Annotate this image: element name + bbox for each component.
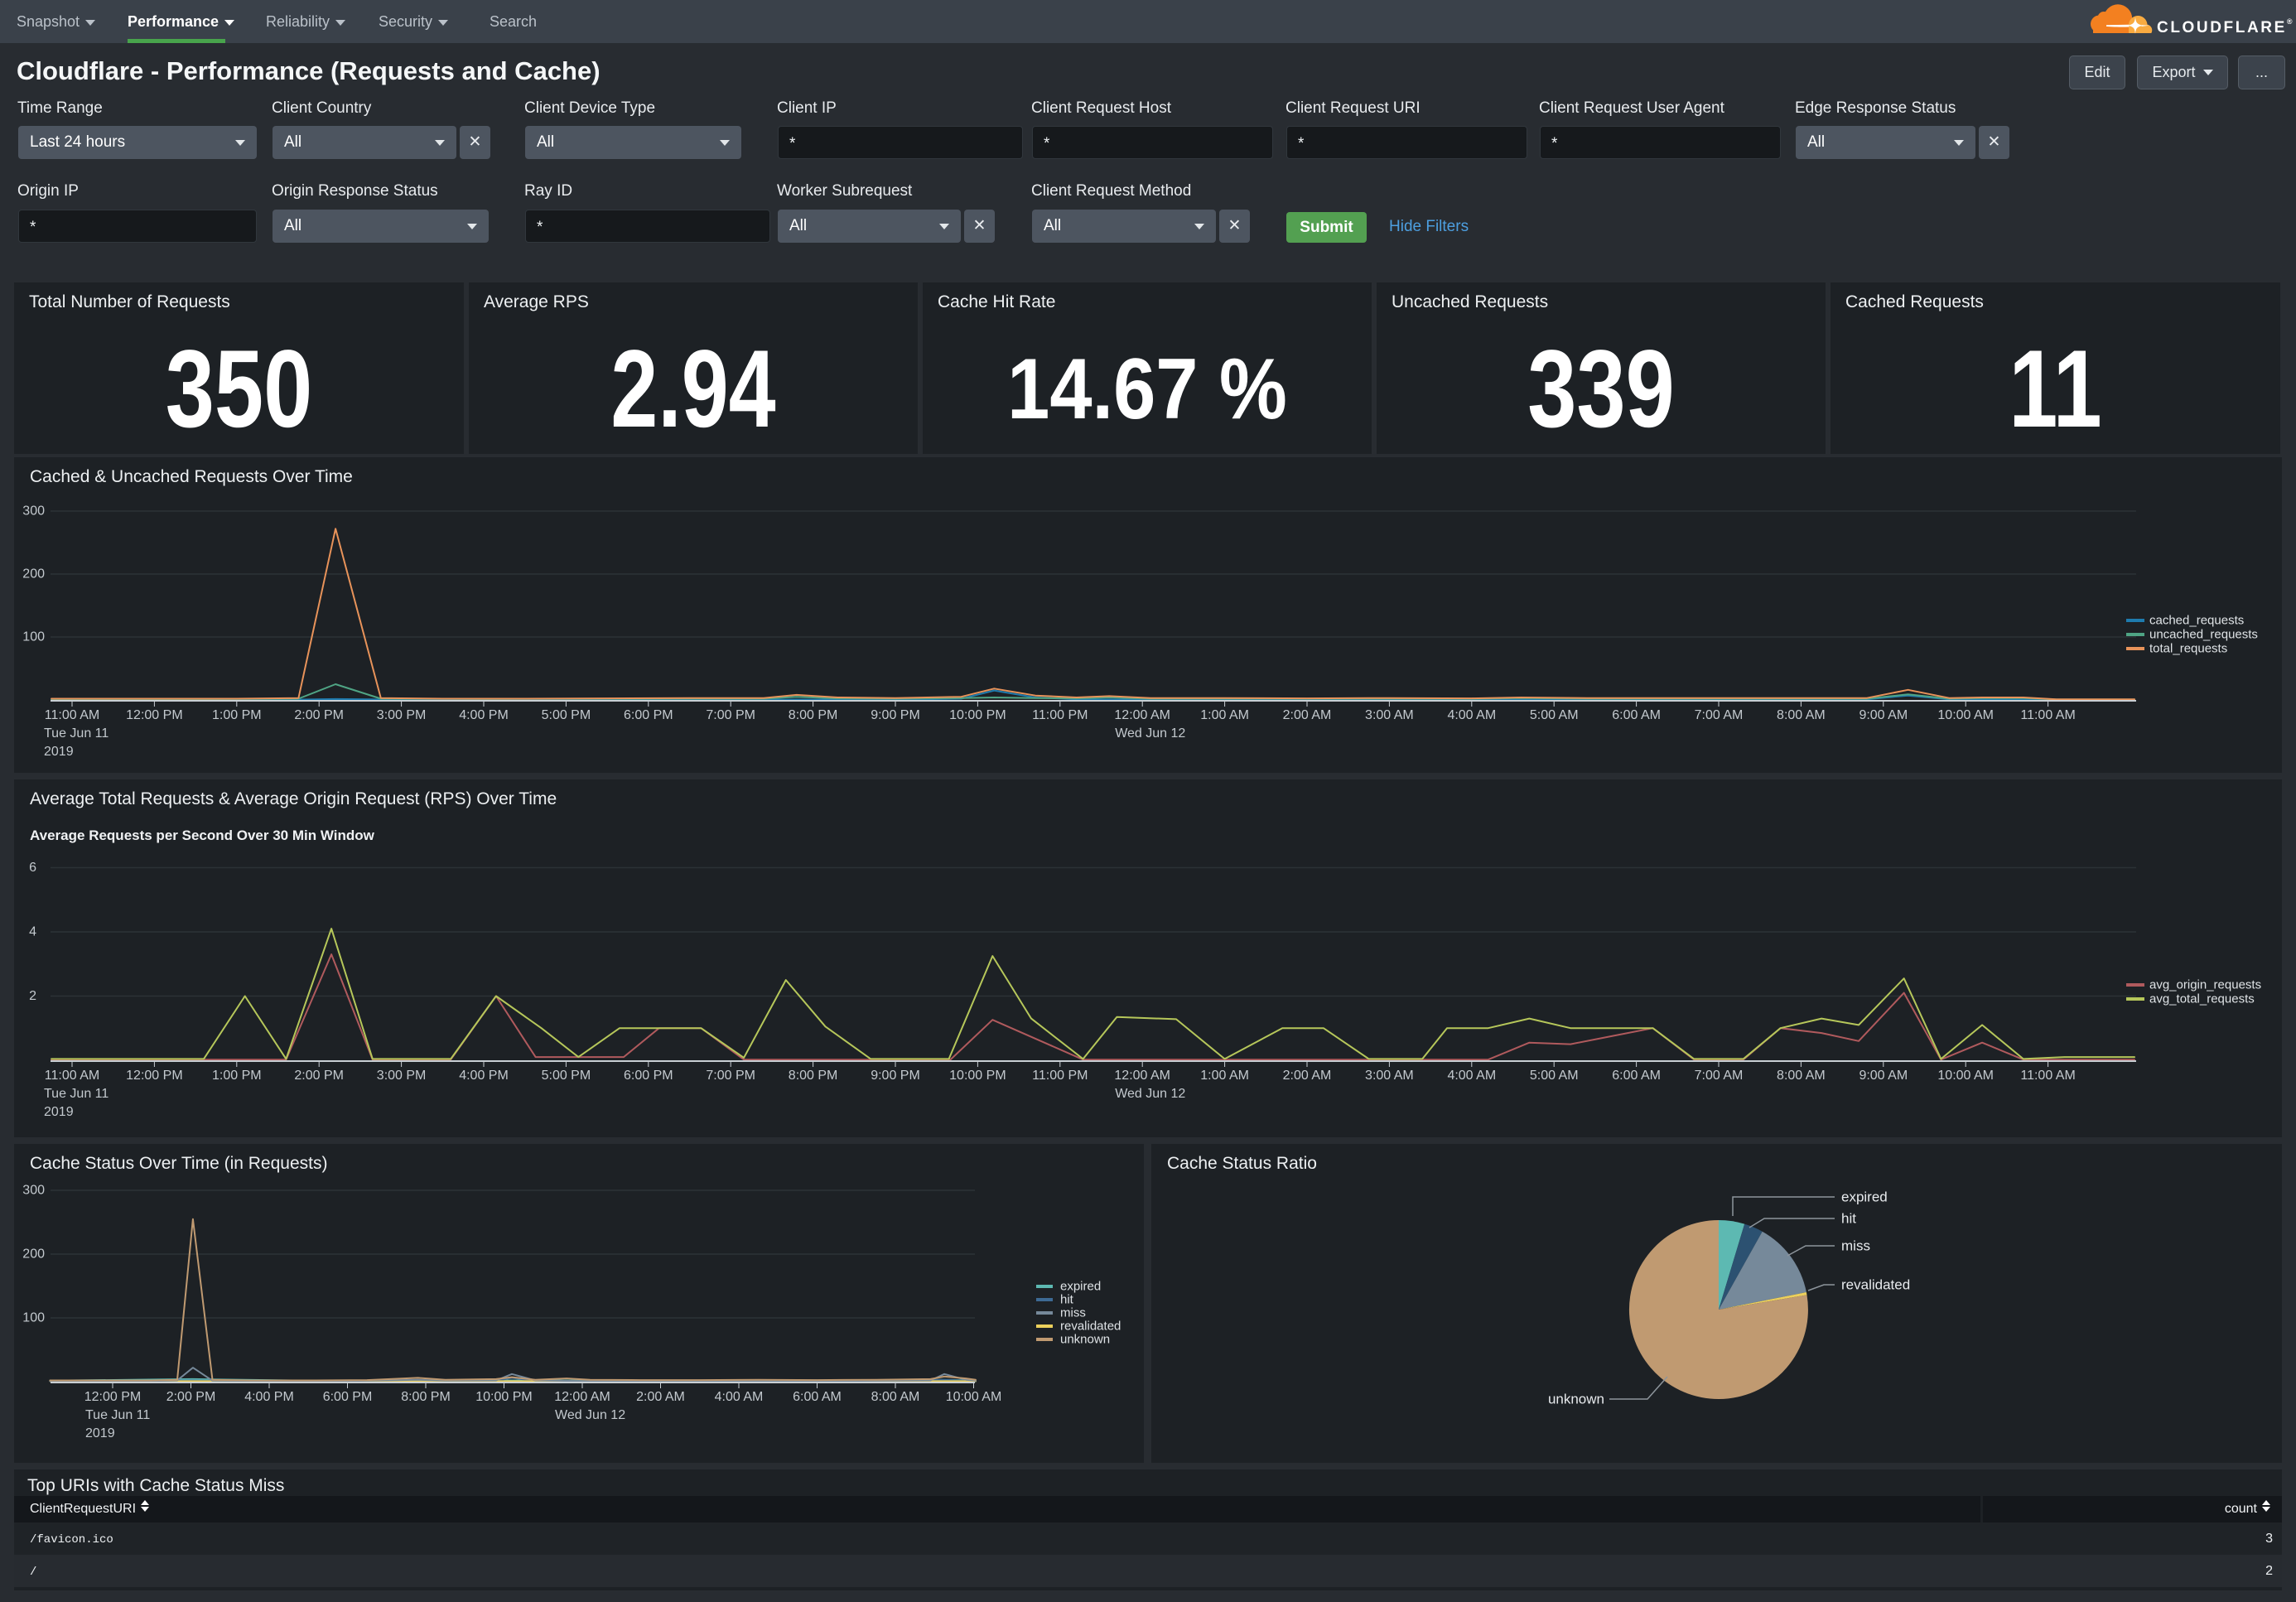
svg-text:4: 4 — [29, 925, 36, 939]
svg-text:hit: hit — [1060, 1293, 1074, 1307]
svg-text:uncached_requests: uncached_requests — [2149, 628, 2258, 642]
svg-text:10:00 AM: 10:00 AM — [1937, 708, 1994, 722]
svg-text:expired: expired — [1841, 1189, 1888, 1205]
svg-text:11:00 PM: 11:00 PM — [1032, 1069, 1088, 1083]
svg-text:2:00 AM: 2:00 AM — [636, 1390, 685, 1404]
svg-text:4:00 PM: 4:00 PM — [244, 1390, 294, 1404]
svg-text:4:00 PM: 4:00 PM — [459, 708, 509, 722]
svg-text:6:00 AM: 6:00 AM — [1612, 1069, 1661, 1083]
svg-text:3:00 PM: 3:00 PM — [377, 1069, 427, 1083]
svg-text:unknown: unknown — [1548, 1392, 1604, 1407]
svg-text:100: 100 — [22, 1311, 45, 1325]
svg-text:avg_origin_requests: avg_origin_requests — [2149, 978, 2261, 992]
svg-text:5:00 AM: 5:00 AM — [1530, 708, 1579, 722]
svg-text:6:00 PM: 6:00 PM — [323, 1390, 373, 1404]
svg-text:7:00 AM: 7:00 AM — [1695, 1069, 1744, 1083]
svg-text:5:00 AM: 5:00 AM — [1530, 1069, 1579, 1083]
svg-text:1:00 AM: 1:00 AM — [1200, 1069, 1249, 1083]
svg-text:6:00 AM: 6:00 AM — [1612, 708, 1661, 722]
svg-text:4:00 AM: 4:00 AM — [715, 1390, 764, 1404]
svg-text:7:00 PM: 7:00 PM — [706, 708, 755, 722]
svg-text:200: 200 — [22, 1247, 45, 1262]
svg-text:6:00 PM: 6:00 PM — [624, 708, 673, 722]
svg-text:2:00 PM: 2:00 PM — [294, 708, 344, 722]
svg-text:Wed Jun 12: Wed Jun 12 — [1115, 1087, 1185, 1101]
svg-text:12:00 AM: 12:00 AM — [554, 1390, 610, 1404]
svg-text:2019: 2019 — [85, 1426, 115, 1440]
svg-text:8:00 PM: 8:00 PM — [789, 1069, 838, 1083]
svg-text:Tue Jun 11: Tue Jun 11 — [44, 726, 109, 741]
svg-text:5:00 PM: 5:00 PM — [542, 708, 591, 722]
svg-text:100: 100 — [22, 630, 45, 644]
svg-text:11:00 AM: 11:00 AM — [2020, 708, 2075, 722]
svg-text:300: 300 — [22, 504, 45, 519]
svg-text:miss: miss — [1841, 1238, 1870, 1254]
svg-text:10:00 PM: 10:00 PM — [949, 708, 1006, 722]
svg-text:6:00 PM: 6:00 PM — [624, 1069, 673, 1083]
svg-text:hit: hit — [1841, 1211, 1856, 1227]
svg-text:1:00 AM: 1:00 AM — [1200, 708, 1249, 722]
svg-text:3:00 AM: 3:00 AM — [1365, 708, 1414, 722]
svg-text:6: 6 — [29, 861, 36, 875]
svg-text:9:00 AM: 9:00 AM — [1859, 1069, 1908, 1083]
svg-text:revalidated: revalidated — [1841, 1277, 1910, 1293]
svg-text:1:00 PM: 1:00 PM — [212, 1069, 262, 1083]
svg-text:expired: expired — [1060, 1280, 1101, 1294]
svg-text:2019: 2019 — [44, 1105, 74, 1119]
svg-text:revalidated: revalidated — [1060, 1320, 1121, 1334]
svg-text:4:00 PM: 4:00 PM — [459, 1069, 509, 1083]
svg-text:5:00 PM: 5:00 PM — [542, 1069, 591, 1083]
svg-text:4:00 AM: 4:00 AM — [1447, 1069, 1496, 1083]
svg-text:11:00 AM: 11:00 AM — [45, 708, 99, 722]
svg-text:12:00 PM: 12:00 PM — [126, 708, 182, 722]
svg-text:9:00 AM: 9:00 AM — [1859, 708, 1908, 722]
svg-text:11:00 AM: 11:00 AM — [45, 1069, 99, 1083]
svg-text:Wed Jun 12: Wed Jun 12 — [1115, 726, 1185, 741]
svg-text:10:00 AM: 10:00 AM — [946, 1390, 1002, 1404]
svg-text:300: 300 — [22, 1184, 45, 1198]
svg-text:3:00 AM: 3:00 AM — [1365, 1069, 1414, 1083]
svg-text:8:00 AM: 8:00 AM — [1777, 1069, 1826, 1083]
svg-text:4:00 AM: 4:00 AM — [1447, 708, 1496, 722]
svg-text:avg_total_requests: avg_total_requests — [2149, 992, 2255, 1006]
svg-text:12:00 PM: 12:00 PM — [126, 1069, 182, 1083]
svg-text:cached_requests: cached_requests — [2149, 614, 2244, 628]
svg-text:2019: 2019 — [44, 745, 74, 759]
svg-text:10:00 PM: 10:00 PM — [475, 1390, 532, 1404]
svg-text:11:00 PM: 11:00 PM — [1032, 708, 1088, 722]
svg-text:10:00 AM: 10:00 AM — [1937, 1069, 1994, 1083]
svg-text:unknown: unknown — [1060, 1333, 1110, 1347]
svg-text:9:00 PM: 9:00 PM — [871, 1069, 920, 1083]
svg-text:10:00 PM: 10:00 PM — [949, 1069, 1006, 1083]
svg-text:9:00 PM: 9:00 PM — [871, 708, 920, 722]
svg-text:2:00 AM: 2:00 AM — [1283, 708, 1332, 722]
svg-text:1:00 PM: 1:00 PM — [212, 708, 262, 722]
svg-text:3:00 PM: 3:00 PM — [377, 708, 427, 722]
svg-text:2:00 PM: 2:00 PM — [166, 1390, 216, 1404]
svg-text:11:00 AM: 11:00 AM — [2020, 1069, 2075, 1083]
svg-text:6:00 AM: 6:00 AM — [793, 1390, 842, 1404]
svg-text:200: 200 — [22, 567, 45, 581]
svg-text:7:00 PM: 7:00 PM — [706, 1069, 755, 1083]
svg-text:Tue Jun 11: Tue Jun 11 — [44, 1087, 109, 1101]
svg-text:Tue Jun 11: Tue Jun 11 — [85, 1408, 150, 1422]
svg-text:12:00 AM: 12:00 AM — [1114, 1069, 1170, 1083]
svg-text:2: 2 — [29, 989, 36, 1003]
svg-text:12:00 AM: 12:00 AM — [1114, 708, 1170, 722]
svg-text:8:00 PM: 8:00 PM — [789, 708, 838, 722]
svg-text:miss: miss — [1060, 1306, 1086, 1320]
svg-text:2:00 PM: 2:00 PM — [294, 1069, 344, 1083]
svg-text:total_requests: total_requests — [2149, 642, 2227, 656]
svg-text:Wed Jun 12: Wed Jun 12 — [555, 1408, 625, 1422]
svg-text:8:00 AM: 8:00 AM — [1777, 708, 1826, 722]
svg-text:7:00 AM: 7:00 AM — [1695, 708, 1744, 722]
svg-text:8:00 PM: 8:00 PM — [401, 1390, 451, 1404]
svg-text:2:00 AM: 2:00 AM — [1283, 1069, 1332, 1083]
svg-text:8:00 AM: 8:00 AM — [871, 1390, 920, 1404]
svg-text:12:00 PM: 12:00 PM — [84, 1390, 141, 1404]
